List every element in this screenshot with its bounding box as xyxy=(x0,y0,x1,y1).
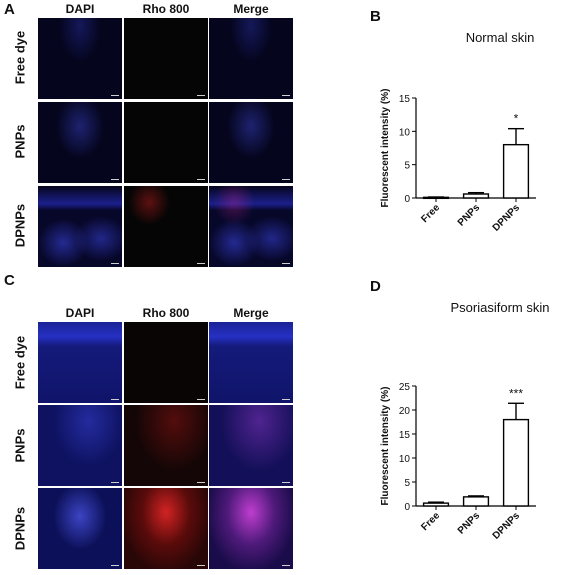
y-tick-label: 10 xyxy=(399,454,411,465)
scale-bar xyxy=(197,482,205,483)
micrograph-a-dpnps-rho xyxy=(124,186,208,267)
bar xyxy=(462,193,490,199)
bar-chart-psoriasiform-skin: 0 5 10 15 20 25 Fluorescent intensity (%) Free P… xyxy=(380,382,536,542)
x-tick-label: PNPs xyxy=(456,510,483,537)
micrograph-a-free-rho xyxy=(124,18,208,99)
scale-bar xyxy=(197,179,205,180)
micrograph-c-pnps-dapi xyxy=(38,405,122,486)
micrograph-c-pnps-merge xyxy=(209,405,293,486)
y-tick-label: 0 xyxy=(404,194,410,205)
micrograph-a-free-merge xyxy=(209,18,293,99)
scale-bar xyxy=(197,263,205,264)
row-label-pnps-a: PNPs xyxy=(12,124,28,159)
micrograph-a-pnps-rho xyxy=(124,102,208,183)
y-axis-label: Fluorescent intensity (%) xyxy=(380,89,391,208)
row-label-dpnps-c: DPNPs xyxy=(12,506,28,551)
scale-bar xyxy=(111,179,119,180)
panel-letter-b: B xyxy=(370,8,381,25)
y-tick-label: 10 xyxy=(399,127,411,138)
scale-bar xyxy=(111,95,119,96)
x-tick-label: DPNPs xyxy=(491,510,523,542)
y-tick-label: 25 xyxy=(399,382,411,393)
scale-bar xyxy=(111,565,119,566)
panel-letter-d: D xyxy=(370,278,381,295)
micrograph-c-dpnps-merge xyxy=(209,488,293,569)
chart-title-psoriasiform-skin: Psoriasiform skin xyxy=(450,300,550,315)
y-tick-label: 15 xyxy=(399,94,411,105)
scale-bar xyxy=(197,565,205,566)
y-tick-label: 5 xyxy=(404,161,410,172)
scale-bar xyxy=(282,95,290,96)
scale-bar xyxy=(111,482,119,483)
micrograph-a-dpnps-merge xyxy=(209,186,293,267)
y-axis-label: Fluorescent intensity (%) xyxy=(380,387,391,506)
bar xyxy=(502,418,530,507)
scale-bar xyxy=(282,565,290,566)
column-header-dapi-c: DAPI xyxy=(65,306,95,320)
y-tick-label: 0 xyxy=(404,502,410,513)
panel-letter-a: A xyxy=(4,1,15,18)
y-tick-label: 5 xyxy=(404,478,410,489)
micrograph-a-free-dapi xyxy=(38,18,122,99)
column-header-rho-a: Rho 800 xyxy=(142,2,190,16)
micrograph-c-pnps-rho xyxy=(124,405,208,486)
x-tick-label: DPNPs xyxy=(491,202,523,234)
scale-bar xyxy=(282,179,290,180)
scale-bar xyxy=(282,482,290,483)
scale-bar xyxy=(197,399,205,400)
scale-bar xyxy=(197,95,205,96)
micrograph-a-dpnps-dapi xyxy=(38,186,122,267)
bar xyxy=(502,143,530,199)
bar xyxy=(462,496,490,507)
x-tick-label: Free xyxy=(419,202,442,225)
significance-label: * xyxy=(514,112,519,126)
scale-bar xyxy=(111,263,119,264)
y-tick-label: 15 xyxy=(399,430,411,441)
scale-bar xyxy=(282,399,290,400)
x-tick-label: PNPs xyxy=(456,202,483,229)
micrograph-c-dpnps-dapi xyxy=(38,488,122,569)
row-label-free-dye-c: Free dye xyxy=(12,335,28,390)
micrograph-c-free-dapi xyxy=(38,322,122,403)
chart-title-normal-skin: Normal skin xyxy=(465,30,535,45)
micrograph-c-free-rho xyxy=(124,322,208,403)
column-header-rho-c: Rho 800 xyxy=(142,306,190,320)
column-header-merge-c: Merge xyxy=(233,306,269,320)
column-header-merge-a: Merge xyxy=(233,2,269,16)
column-header-dapi-a: DAPI xyxy=(65,2,95,16)
bar xyxy=(422,502,450,507)
x-tick-label: Free xyxy=(419,510,442,533)
significance-label: *** xyxy=(509,386,523,400)
micrograph-a-pnps-merge xyxy=(209,102,293,183)
row-label-dpnps-a: DPNPs xyxy=(12,203,28,248)
micrograph-c-dpnps-rho xyxy=(124,488,208,569)
row-label-pnps-c: PNPs xyxy=(12,428,28,463)
scale-bar xyxy=(111,399,119,400)
scale-bar xyxy=(282,263,290,264)
micrograph-a-pnps-dapi xyxy=(38,102,122,183)
micrograph-c-free-merge xyxy=(209,322,293,403)
bar-chart-normal-skin: 0 5 10 15 Fluorescent intensity (%) Free PNPs *… xyxy=(380,89,536,234)
row-label-free-dye-a: Free dye xyxy=(12,30,28,85)
y-tick-label: 20 xyxy=(399,406,411,417)
panel-letter-c: C xyxy=(4,272,15,289)
